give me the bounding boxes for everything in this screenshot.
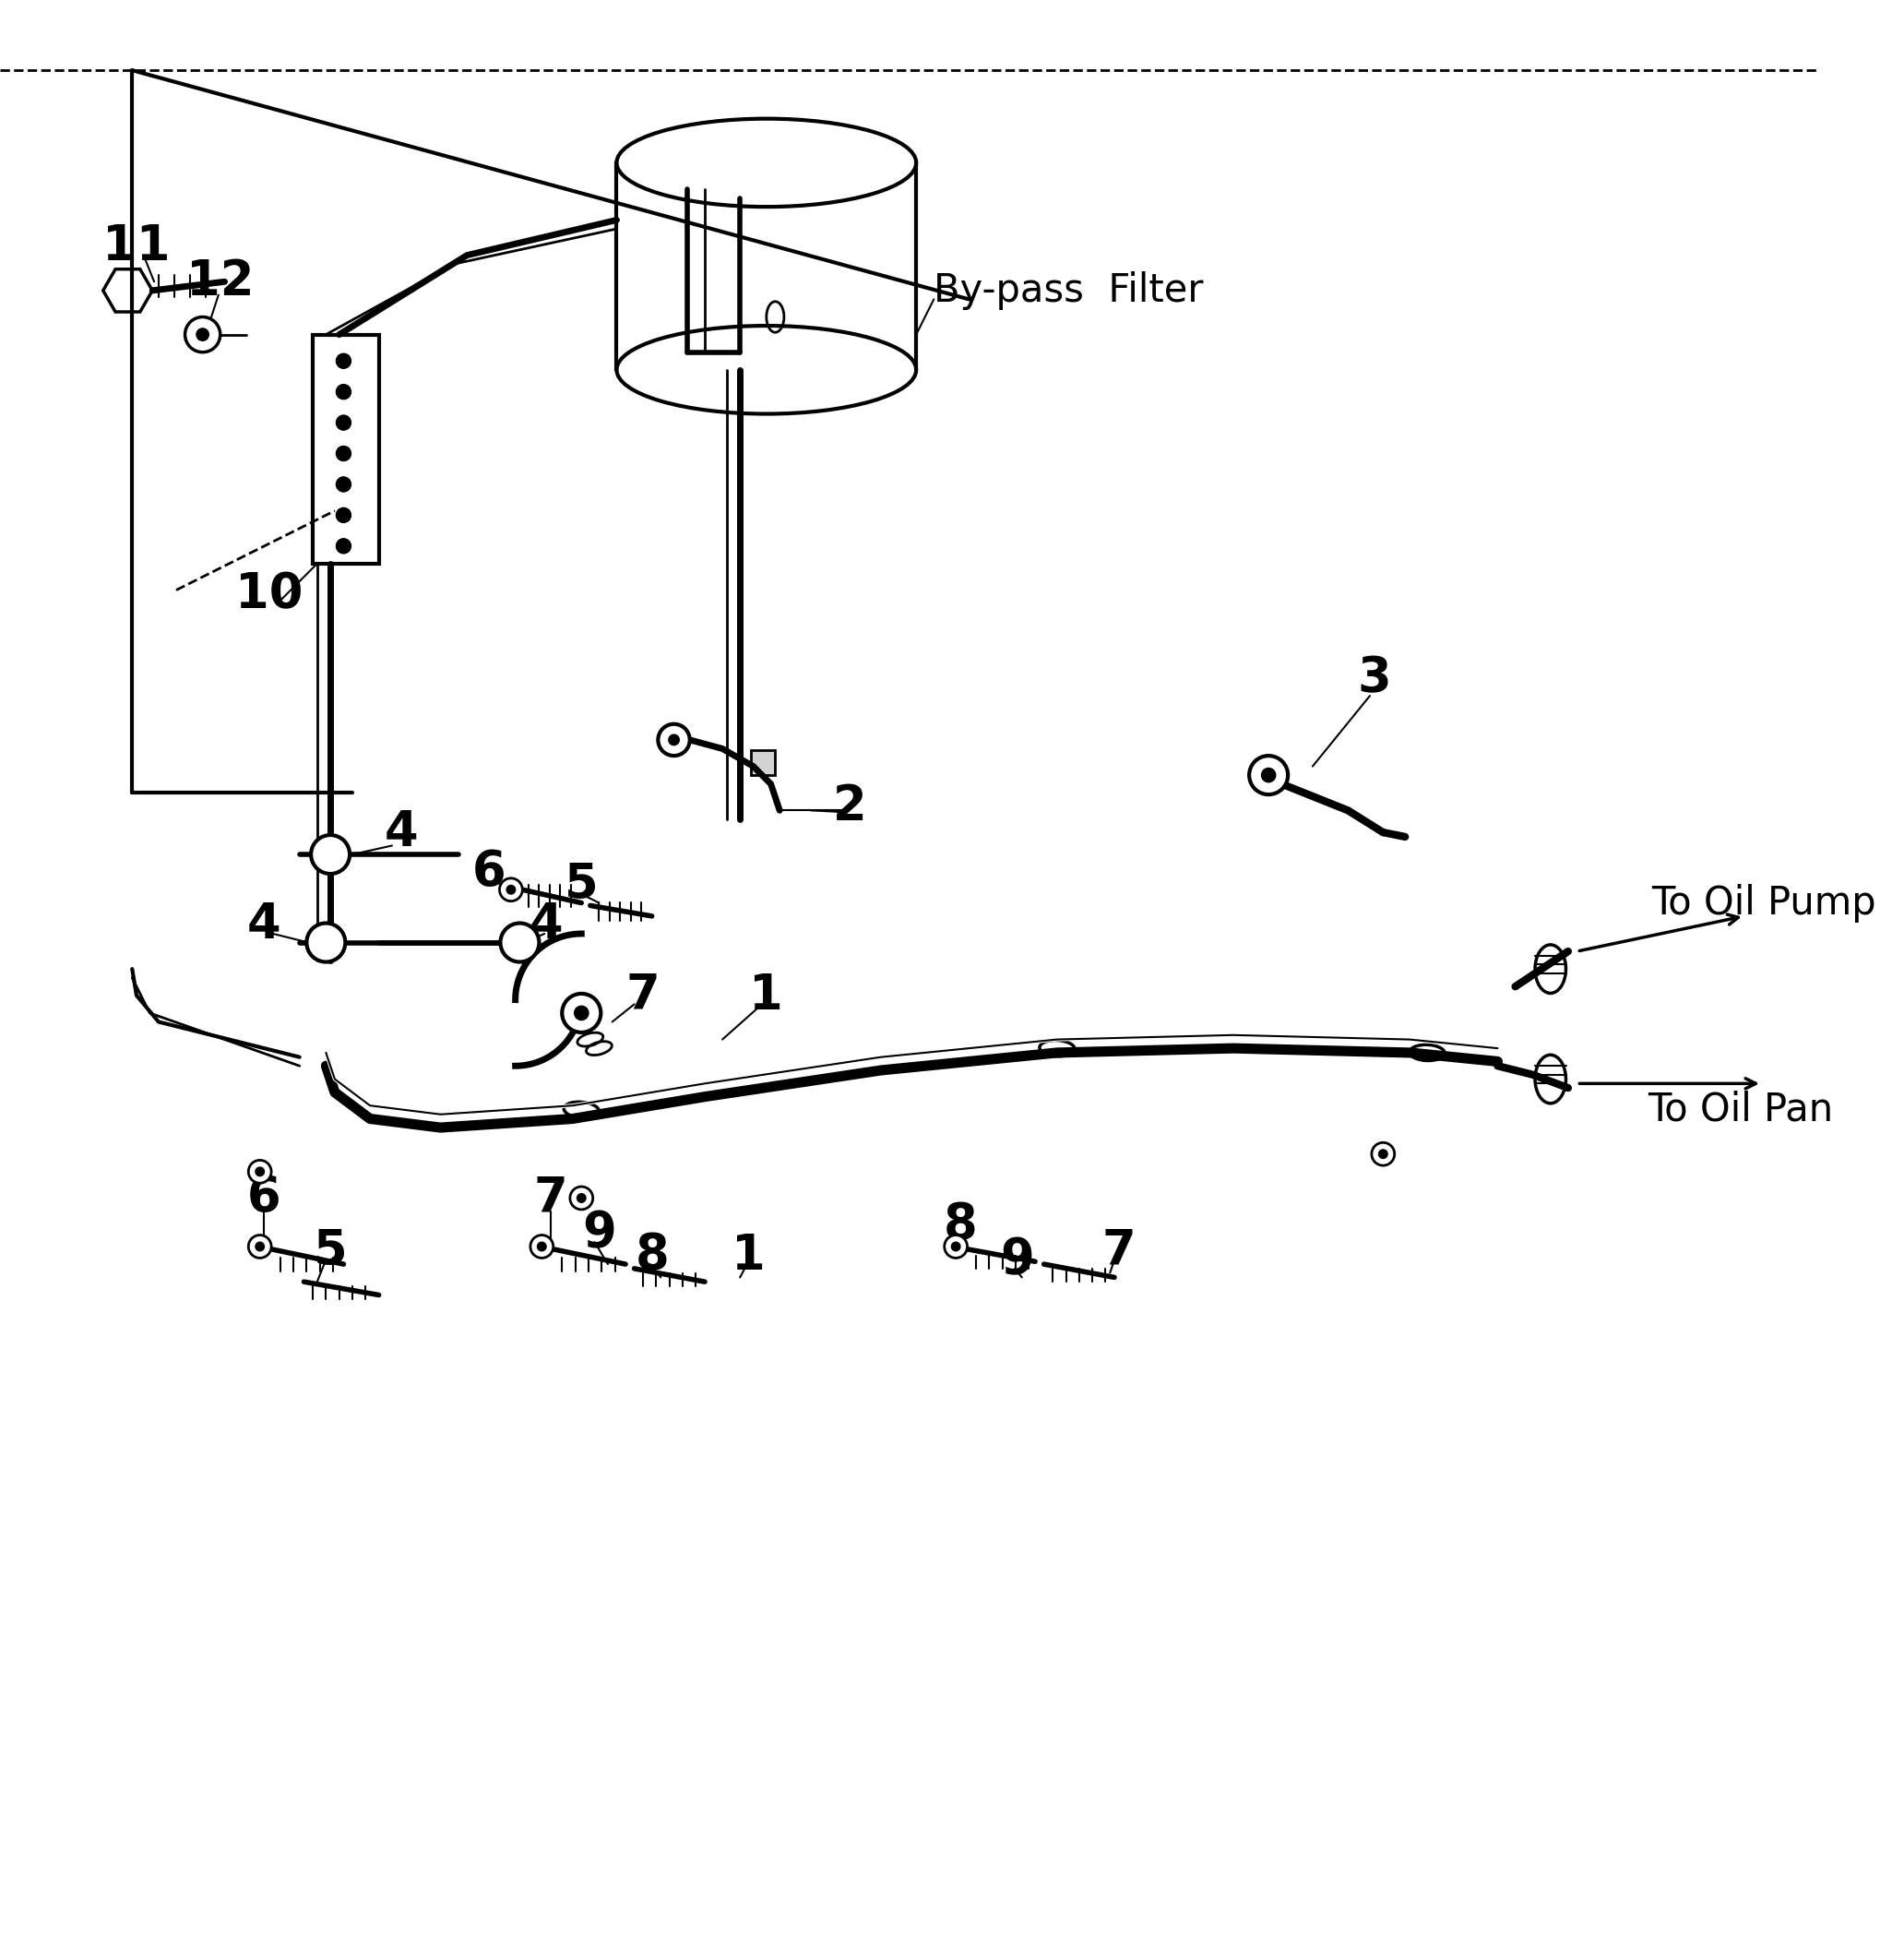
Circle shape bbox=[1262, 768, 1276, 782]
Circle shape bbox=[307, 924, 345, 963]
Circle shape bbox=[501, 924, 539, 963]
Text: To Oil Pan: To Oil Pan bbox=[1647, 1091, 1834, 1130]
Circle shape bbox=[310, 834, 350, 873]
Text: 7: 7 bbox=[1102, 1227, 1137, 1274]
Circle shape bbox=[185, 317, 221, 352]
Text: 4: 4 bbox=[385, 809, 417, 856]
Text: 8: 8 bbox=[634, 1231, 668, 1280]
Circle shape bbox=[337, 539, 350, 552]
Bar bbox=[312, 335, 379, 564]
Circle shape bbox=[1249, 757, 1287, 794]
Text: 3: 3 bbox=[1358, 654, 1392, 702]
Circle shape bbox=[248, 1159, 272, 1183]
Circle shape bbox=[196, 329, 209, 340]
Circle shape bbox=[337, 508, 350, 523]
Circle shape bbox=[337, 477, 350, 492]
Circle shape bbox=[506, 885, 516, 895]
Text: 4: 4 bbox=[248, 901, 282, 949]
Circle shape bbox=[499, 879, 522, 901]
Text: 5: 5 bbox=[314, 1227, 347, 1274]
Polygon shape bbox=[103, 268, 152, 311]
Bar bbox=[750, 751, 775, 776]
Text: 6: 6 bbox=[472, 848, 506, 897]
Circle shape bbox=[575, 1006, 588, 1019]
Text: 4: 4 bbox=[529, 901, 564, 949]
Circle shape bbox=[944, 1235, 967, 1258]
Circle shape bbox=[531, 1235, 554, 1258]
Circle shape bbox=[569, 1186, 592, 1210]
Circle shape bbox=[537, 1243, 546, 1251]
Circle shape bbox=[577, 1194, 586, 1202]
Text: 7: 7 bbox=[533, 1175, 567, 1221]
Text: 9: 9 bbox=[1000, 1235, 1034, 1284]
Circle shape bbox=[337, 354, 350, 368]
Text: 9: 9 bbox=[583, 1210, 617, 1256]
Text: 7: 7 bbox=[626, 971, 661, 1019]
Text: 6: 6 bbox=[248, 1175, 282, 1221]
Circle shape bbox=[337, 416, 350, 430]
Circle shape bbox=[659, 724, 689, 757]
Text: 10: 10 bbox=[234, 570, 303, 619]
Text: By-pass  Filter: By-pass Filter bbox=[933, 270, 1203, 309]
Circle shape bbox=[668, 735, 680, 745]
Text: 5: 5 bbox=[564, 862, 598, 908]
Text: 12: 12 bbox=[187, 257, 253, 305]
Text: 8: 8 bbox=[942, 1200, 977, 1249]
Circle shape bbox=[337, 447, 350, 461]
Circle shape bbox=[255, 1243, 265, 1251]
Text: 1: 1 bbox=[731, 1231, 765, 1280]
Text: 11: 11 bbox=[103, 222, 171, 270]
Circle shape bbox=[1371, 1142, 1394, 1165]
Text: To Oil Pump: To Oil Pump bbox=[1653, 883, 1877, 922]
Circle shape bbox=[1378, 1149, 1388, 1159]
Circle shape bbox=[248, 1235, 272, 1258]
Text: 1: 1 bbox=[750, 971, 783, 1019]
Text: 2: 2 bbox=[834, 782, 866, 831]
Circle shape bbox=[952, 1243, 960, 1251]
Circle shape bbox=[562, 994, 602, 1033]
Circle shape bbox=[255, 1167, 265, 1177]
Circle shape bbox=[337, 385, 350, 399]
